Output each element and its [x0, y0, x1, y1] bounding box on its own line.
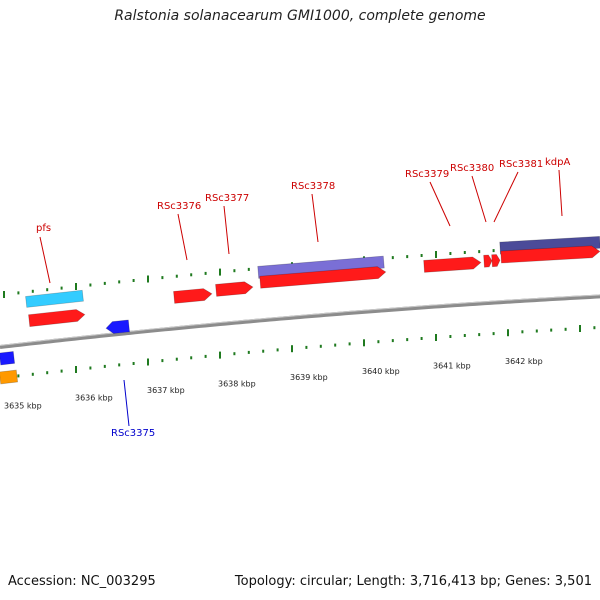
- gene-leader-line: [123, 379, 130, 427]
- kbp-tick-label: 3636 kbp: [75, 394, 113, 403]
- gene-leader-line: [493, 171, 519, 223]
- gene-leader-line: [223, 205, 230, 255]
- gene-leader-line: [471, 175, 487, 223]
- gene-label-RSc3381[interactable]: RSc3381: [499, 159, 543, 170]
- gene-label-pfs[interactable]: pfs: [36, 223, 51, 234]
- kbp-tick-label: 3642 kbp: [505, 357, 543, 366]
- gene-leader-line: [429, 181, 451, 227]
- accession-text: Accession: NC_003295: [8, 574, 156, 589]
- gene-label-RSc3380[interactable]: RSc3380: [450, 163, 494, 174]
- gene-leader-line: [177, 213, 188, 261]
- gene-label-RSc3377[interactable]: RSc3377: [205, 193, 249, 204]
- gene-label-kdpA[interactable]: kdpA: [545, 157, 570, 168]
- gene-RSc3381[interactable]: [491, 254, 501, 268]
- gene-label-RSc3378[interactable]: RSc3378: [291, 181, 335, 192]
- map-title: Ralstonia solanacearum GMI1000, complete…: [114, 8, 486, 24]
- genome-stats-text: Topology: circular; Length: 3,716,413 bp…: [234, 574, 592, 589]
- gene-label-RSc3376[interactable]: RSc3376: [157, 201, 201, 212]
- genome-backbone: [0, 294, 600, 349]
- gene-kdpA[interactable]: [500, 245, 600, 264]
- gene-RSc3377[interactable]: [215, 281, 254, 297]
- kbp-tick-label: 3641 kbp: [433, 362, 471, 371]
- gene-RSc3376[interactable]: [173, 288, 213, 304]
- gene-leader-line: [39, 236, 51, 284]
- gene-partial-orange[interactable]: [0, 369, 19, 385]
- gene-label-RSc3379[interactable]: RSc3379: [405, 169, 449, 180]
- gene-RSc3380[interactable]: [483, 254, 493, 268]
- gene-leader-line: [558, 169, 563, 217]
- gene-partial-blue[interactable]: [0, 351, 16, 366]
- gene-RSc3375[interactable]: [105, 319, 130, 334]
- gene-RSc3379[interactable]: [423, 256, 482, 273]
- gene-RSc3378[interactable]: [259, 266, 387, 289]
- kbp-tick-label: 3640 kbp: [362, 367, 400, 376]
- gene-leader-line: [311, 193, 319, 243]
- kbp-tick-label: 3638 kbp: [218, 379, 256, 388]
- feature-block-purple[interactable]: [257, 255, 385, 279]
- gene-label-RSc3375[interactable]: RSc3375: [111, 428, 155, 439]
- genome-backbone-highlight: [0, 294, 600, 346]
- gene-pfs[interactable]: [28, 309, 86, 328]
- kbp-tick-label: 3637 kbp: [147, 386, 185, 395]
- kbp-tick-label: 3639 kbp: [290, 373, 328, 382]
- feature-block-cyan[interactable]: [25, 289, 84, 308]
- kbp-tick-label: 3635 kbp: [4, 402, 42, 411]
